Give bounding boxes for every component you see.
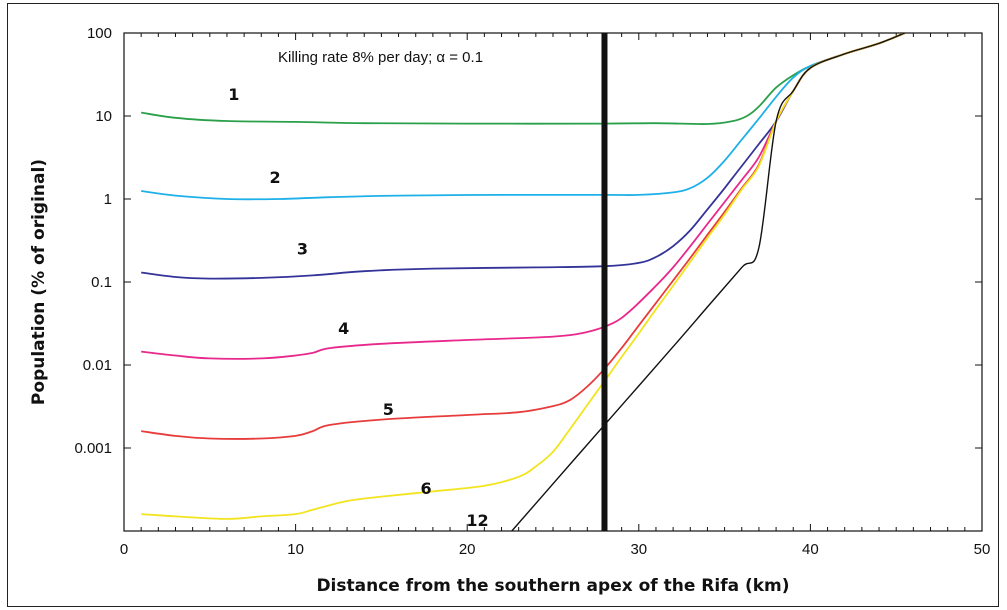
x-tick-label: 0	[120, 541, 128, 558]
curve-label-3: 3	[297, 239, 308, 258]
curve-label-4: 4	[338, 319, 349, 338]
curve-label-12: 12	[466, 511, 488, 530]
series-group	[141, 33, 906, 531]
curve-label-6: 6	[420, 479, 431, 498]
x-tick-label: 30	[630, 541, 647, 558]
y-tick-label: 0.01	[83, 357, 112, 374]
series-line-2	[141, 33, 906, 201]
plot-area-border	[123, 32, 983, 532]
series-line-3	[141, 33, 906, 280]
x-tick-label: 50	[974, 541, 991, 558]
x-tick-label: 40	[802, 541, 819, 558]
y-tick-label: 1	[104, 191, 112, 208]
y-tick-label: 0.001	[74, 440, 112, 457]
y-tick-label: 100	[87, 25, 112, 42]
y-tick-label: 0.1	[91, 274, 112, 291]
curve-label-2: 2	[269, 168, 280, 187]
chart-annotation: Killing rate 8% per day; α = 0.1	[278, 49, 483, 66]
x-tick-label: 20	[459, 541, 476, 558]
curve-label-5: 5	[383, 400, 394, 419]
x-tick-label: 10	[287, 541, 304, 558]
series-line-6	[141, 33, 906, 520]
y-axis-title: Population (% of original)	[29, 159, 49, 405]
x-axis-title: Distance from the southern apex of the R…	[316, 576, 789, 596]
figure-frame	[7, 3, 999, 607]
y-tick-label: 10	[95, 108, 112, 125]
series-line-1	[141, 33, 906, 125]
series-line-12	[511, 33, 906, 531]
series-line-4	[141, 33, 906, 360]
curve-label-1: 1	[228, 85, 239, 104]
